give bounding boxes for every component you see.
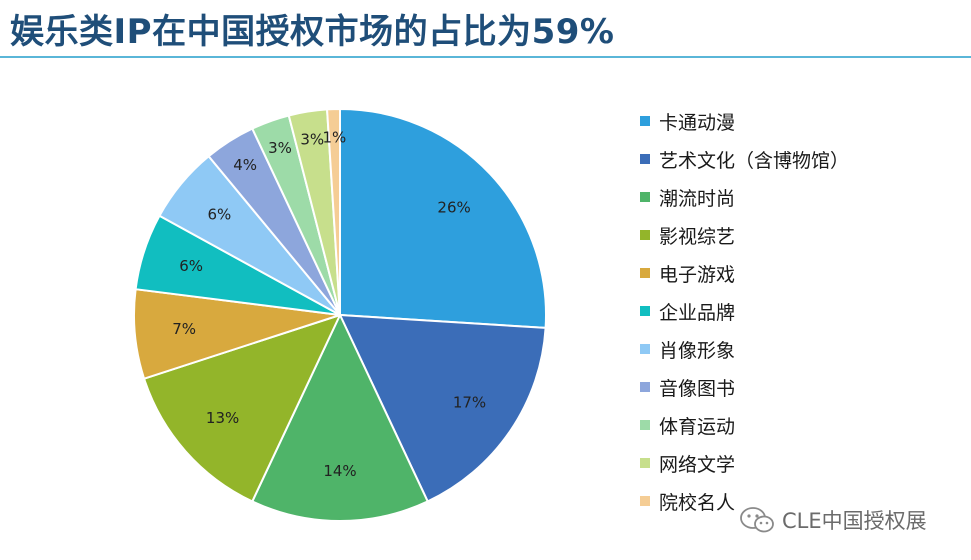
legend-label: 院校名人 xyxy=(659,491,736,514)
legend-label: 网络文学 xyxy=(659,453,736,476)
legend-label: 体育运动 xyxy=(659,415,736,438)
legend-label: 肖像形象 xyxy=(659,339,736,362)
legend-item: 企业品牌 xyxy=(640,298,735,324)
legend-item: 网络文学 xyxy=(640,450,735,476)
pie-slice xyxy=(251,314,429,522)
legend-swatch xyxy=(640,458,650,468)
legend-item: 院校名人 xyxy=(640,488,735,514)
pie-data-label: 14% xyxy=(323,462,356,480)
pie-slices xyxy=(133,107,547,522)
legend-swatch xyxy=(640,230,650,240)
legend-item: 体育运动 xyxy=(640,412,735,438)
pie-data-label: 3% xyxy=(268,139,292,157)
legend-swatch xyxy=(640,306,650,316)
legend-label: 潮流时尚 xyxy=(659,187,736,210)
legend-swatch xyxy=(640,116,650,126)
legend-swatch xyxy=(640,496,650,506)
watermark-text: CLE中国授权展 xyxy=(782,509,927,533)
legend-swatch xyxy=(640,192,650,202)
wechat-icon xyxy=(740,507,774,533)
pie-data-label: 26% xyxy=(437,198,470,216)
pie-data-label: 3% xyxy=(300,131,324,149)
legend-label: 影视综艺 xyxy=(659,225,736,248)
pie-slice xyxy=(326,107,341,316)
watermark: CLE中国授权展 xyxy=(738,505,927,535)
legend-swatch xyxy=(640,420,650,430)
title-divider xyxy=(0,56,971,58)
legend-swatch xyxy=(640,154,650,164)
legend-item: 艺术文化（含博物馆） xyxy=(640,146,849,172)
legend-item: 电子游戏 xyxy=(640,260,735,286)
legend-label: 电子游戏 xyxy=(659,263,736,286)
legend-label: 音像图书 xyxy=(659,377,736,400)
pie-slice xyxy=(339,314,547,503)
pie-slice xyxy=(143,314,341,503)
legend-label: 艺术文化（含博物馆） xyxy=(659,149,850,172)
legend-label: 卡通动漫 xyxy=(659,111,736,134)
legend-swatch xyxy=(640,382,650,392)
pie-data-label: 6% xyxy=(208,206,232,224)
pie-data-label: 6% xyxy=(179,257,203,275)
legend-item: 音像图书 xyxy=(640,374,735,400)
pie-data-label: 17% xyxy=(453,394,486,412)
pie-slice xyxy=(339,108,547,329)
page-title: 娱乐类IP在中国授权市场的占比为59% xyxy=(10,12,615,52)
pie-data-label: 1% xyxy=(323,128,347,146)
pie-data-label: 13% xyxy=(206,409,239,427)
legend-item: 潮流时尚 xyxy=(640,184,735,210)
legend-item: 卡通动漫 xyxy=(640,108,735,134)
legend-swatch xyxy=(640,344,650,354)
pie-data-labels: 26%17%14%13%7%6%6%4%3% 3%1% xyxy=(172,128,486,480)
legend-label: 企业品牌 xyxy=(659,301,736,324)
pie-data-label: 4% xyxy=(233,156,257,174)
legend-item: 影视综艺 xyxy=(640,222,735,248)
legend-swatch xyxy=(640,268,650,278)
pie-data-label: 7% xyxy=(172,320,196,338)
legend-item: 肖像形象 xyxy=(640,336,735,362)
